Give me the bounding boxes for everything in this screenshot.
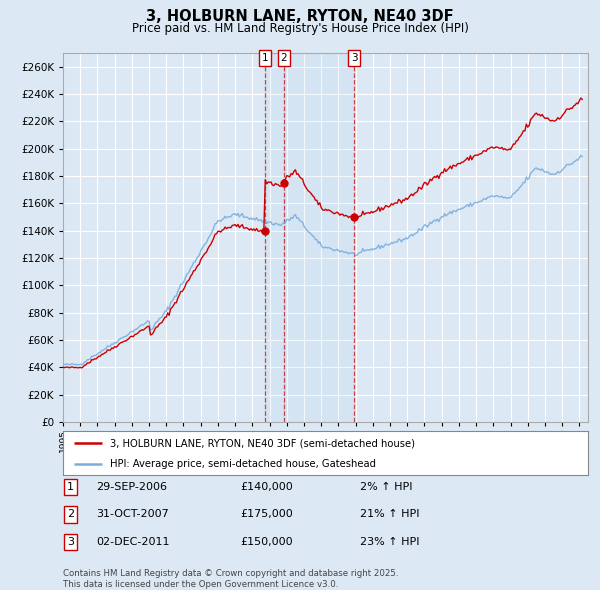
Text: 3, HOLBURN LANE, RYTON, NE40 3DF (semi-detached house): 3, HOLBURN LANE, RYTON, NE40 3DF (semi-d… [110, 438, 415, 448]
Bar [284, 53, 354, 422]
Text: Price paid vs. HM Land Registry's House Price Index (HPI): Price paid vs. HM Land Registry's House … [131, 22, 469, 35]
Text: 3, HOLBURN LANE, RYTON, NE40 3DF: 3, HOLBURN LANE, RYTON, NE40 3DF [146, 9, 454, 24]
Text: £175,000: £175,000 [240, 510, 293, 519]
Text: Contains HM Land Registry data © Crown copyright and database right 2025.
This d: Contains HM Land Registry data © Crown c… [63, 569, 398, 589]
Text: 2: 2 [281, 53, 287, 63]
Text: 2% ↑ HPI: 2% ↑ HPI [360, 482, 413, 491]
Text: 02-DEC-2011: 02-DEC-2011 [96, 537, 170, 547]
Text: 21% ↑ HPI: 21% ↑ HPI [360, 510, 419, 519]
Text: £140,000: £140,000 [240, 482, 293, 491]
Text: HPI: Average price, semi-detached house, Gateshead: HPI: Average price, semi-detached house,… [110, 459, 376, 469]
Text: 31-OCT-2007: 31-OCT-2007 [96, 510, 169, 519]
Text: 1: 1 [67, 482, 74, 491]
Text: 3: 3 [351, 53, 358, 63]
Text: 2: 2 [67, 510, 74, 519]
Text: £150,000: £150,000 [240, 537, 293, 547]
Text: 3: 3 [67, 537, 74, 547]
Text: 29-SEP-2006: 29-SEP-2006 [96, 482, 167, 491]
Bar [265, 53, 284, 422]
Text: 1: 1 [262, 53, 269, 63]
Text: 23% ↑ HPI: 23% ↑ HPI [360, 537, 419, 547]
